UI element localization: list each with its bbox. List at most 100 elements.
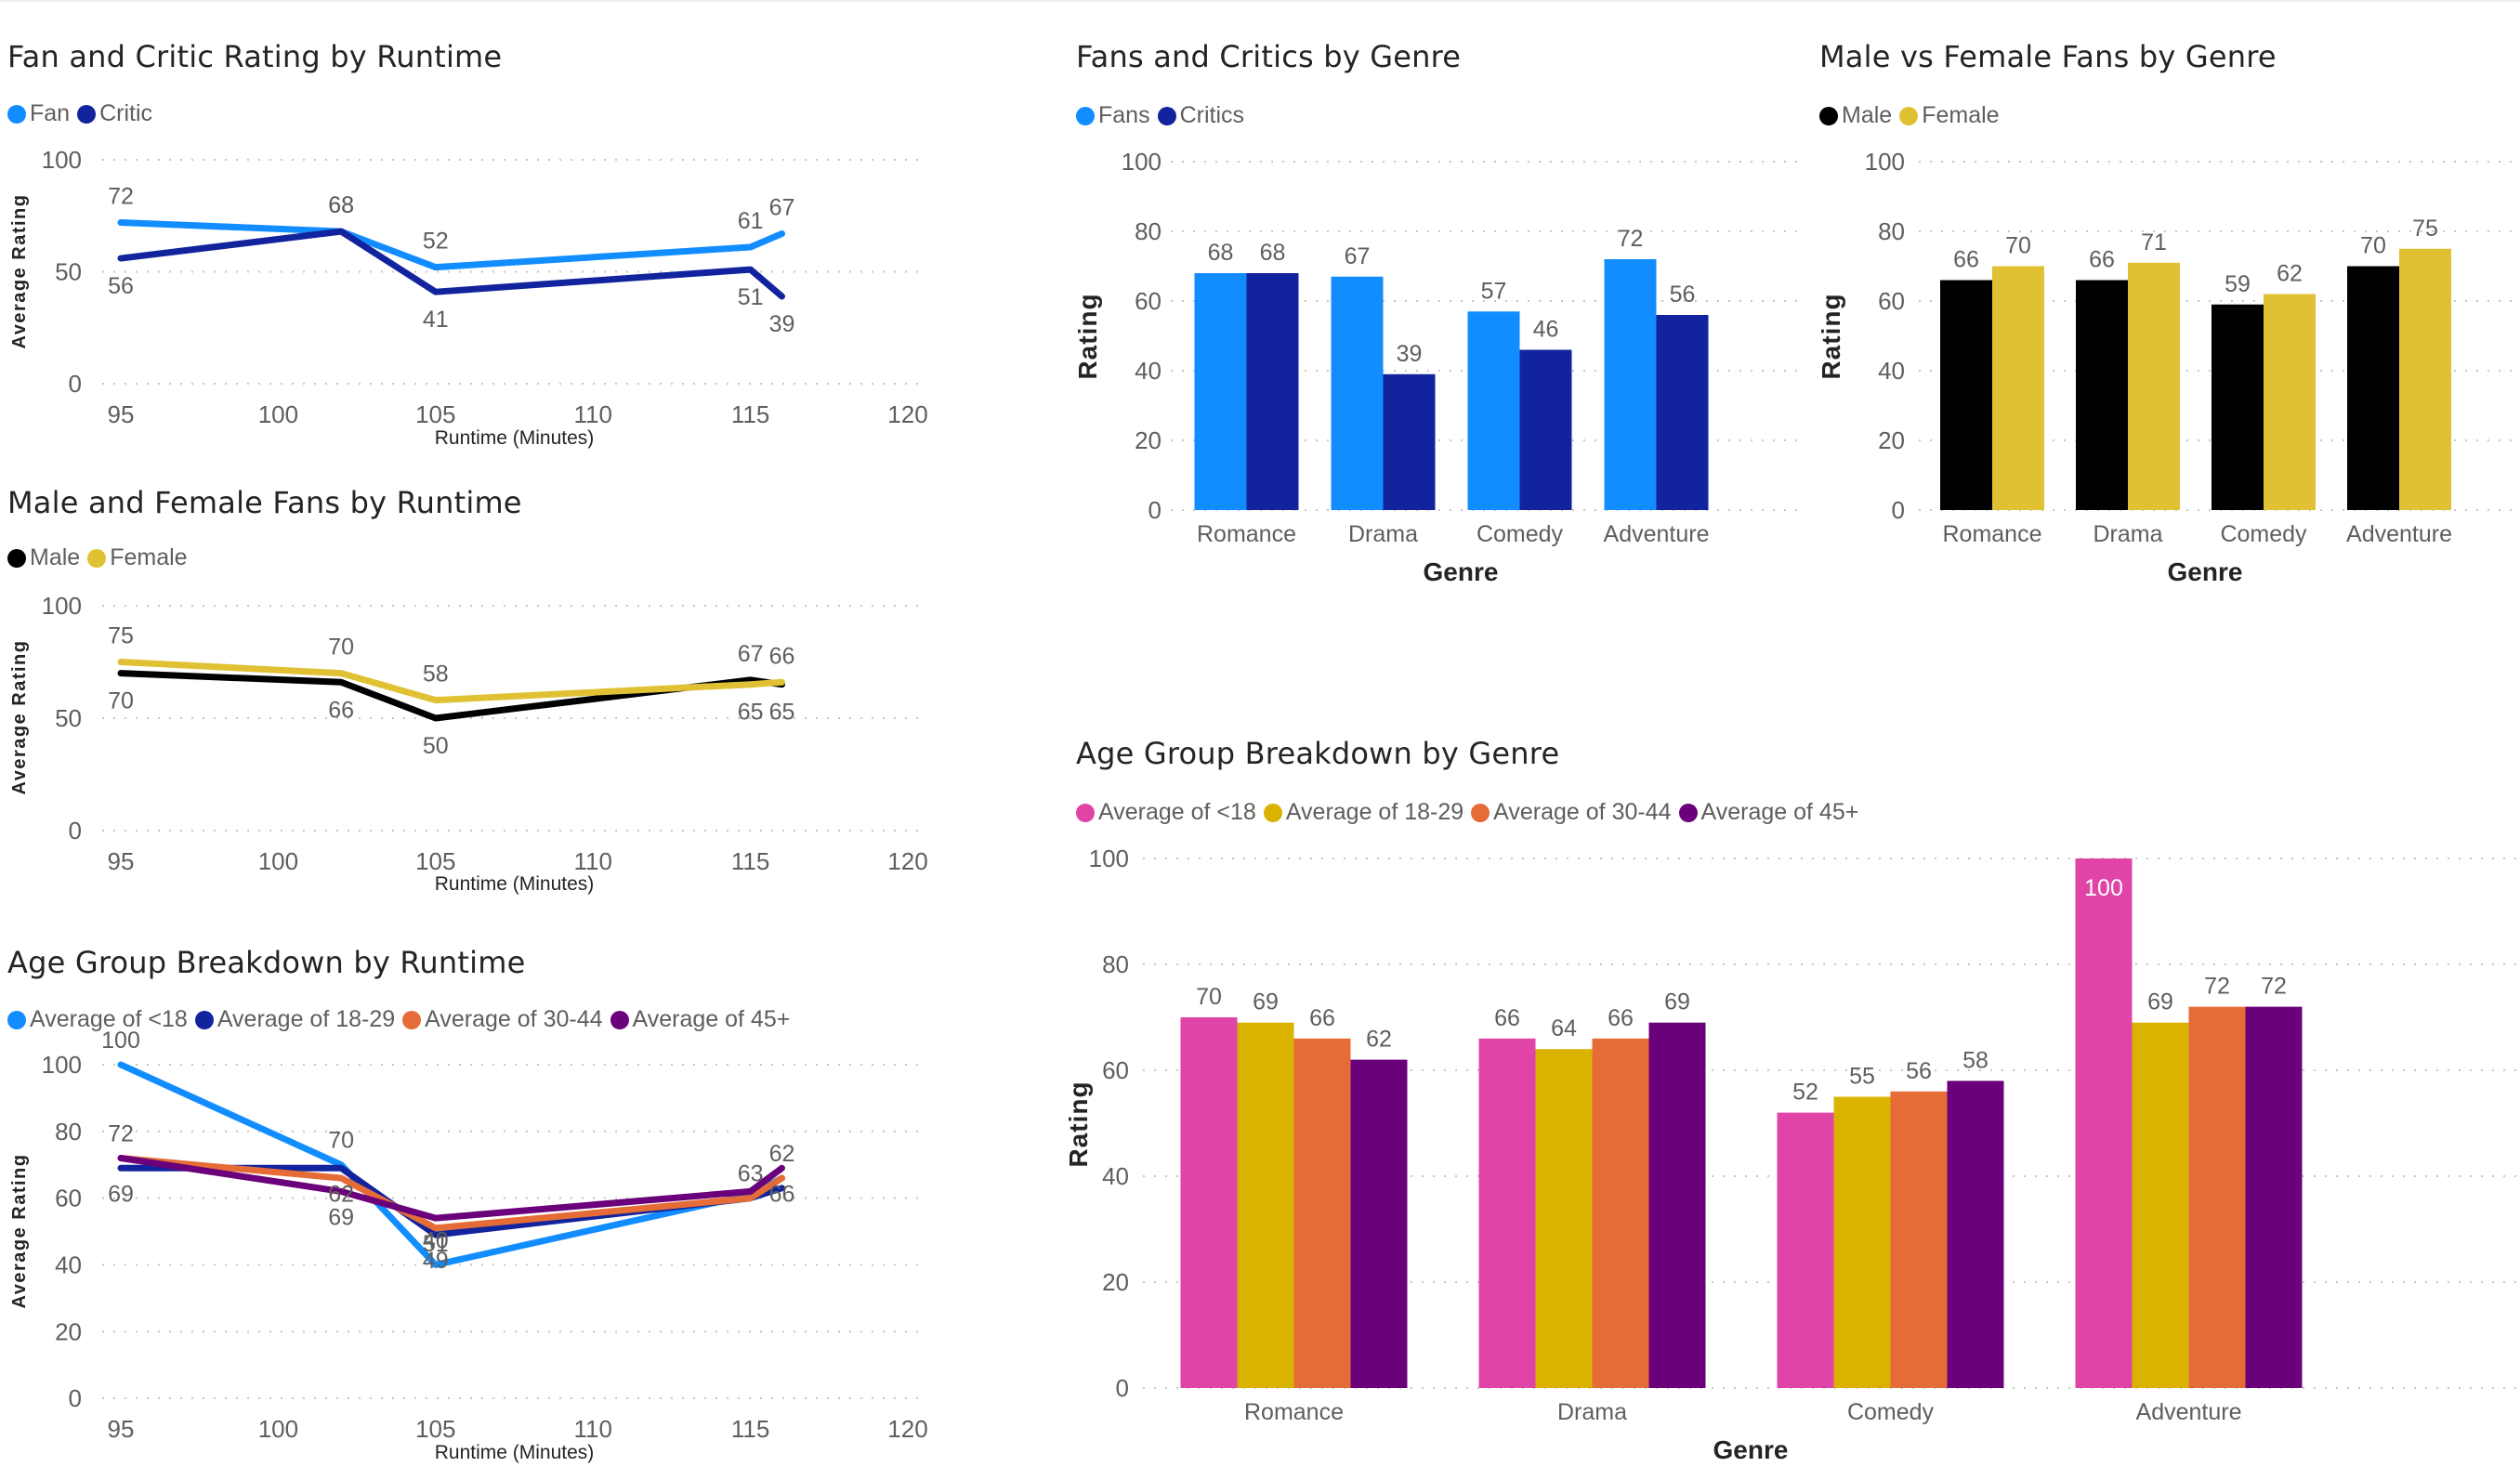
data-label: 68 [1260, 240, 1286, 266]
data-label: 51 [423, 1231, 449, 1257]
data-label: 69 [2147, 989, 2173, 1015]
legend-item-45plus[interactable]: Average of 45+ [1678, 799, 1858, 826]
data-label: 62 [2277, 261, 2303, 287]
x-tick-label: 115 [731, 847, 769, 875]
bar-adventure-0 [2075, 858, 2133, 1388]
x-category-label: Drama [1557, 1399, 1627, 1425]
data-label: 100 [101, 1028, 140, 1054]
data-label: 56 [1906, 1058, 1932, 1084]
chart-title: Male and Female Fans by Runtime [7, 485, 522, 520]
legend-item-under18[interactable]: Average of <18 [1076, 799, 1256, 826]
data-label: 49 [423, 1248, 449, 1274]
visual-age-genre[interactable]: Age Group Breakdown by Genre Average of … [1069, 725, 2520, 1480]
legend-dot-icon [1076, 803, 1095, 822]
x-category-label: Comedy [1847, 1399, 1935, 1425]
data-label: 70 [2360, 233, 2386, 259]
legend-item-male[interactable]: Male [1819, 102, 1892, 129]
series-line-fan [117, 218, 785, 271]
chart-legend: Fans Critics [1076, 102, 1252, 129]
y-tick-label: 50 [55, 704, 82, 732]
chart-title: Fan and Critic Rating by Runtime [7, 39, 503, 74]
legend-item-30-44[interactable]: Average of 30-44 [1471, 799, 1672, 826]
legend-label: Female [1922, 102, 2000, 128]
visual-age-runtime[interactable]: Age Group Breakdown by Runtime Average o… [0, 906, 929, 1480]
legend-dot-icon [1076, 106, 1095, 125]
legend-dot-icon [1471, 803, 1490, 822]
legend-label: Male [1842, 102, 1893, 128]
bar-romance-0 [1180, 1017, 1238, 1388]
data-label: 62 [328, 1181, 354, 1207]
data-label: 69 [1664, 989, 1690, 1015]
y-tick-label: 100 [1089, 845, 1129, 872]
legend-item-fans[interactable]: Fans [1076, 102, 1150, 129]
legend-item-45plus[interactable]: Average of 45+ [610, 1006, 791, 1033]
data-label: 62 [769, 1141, 795, 1167]
y-tick-label: 0 [1892, 496, 1905, 524]
y-tick-label: 60 [1135, 287, 1162, 315]
data-label: 39 [769, 311, 795, 337]
legend-label: Average of 30-44 [425, 1006, 603, 1032]
x-axis-title: Genre [1424, 557, 1499, 586]
bar-adventure-3 [2245, 1006, 2303, 1388]
x-axis-title: Runtime (Minutes) [435, 427, 595, 449]
legend-item-critic[interactable]: Critic [77, 100, 152, 127]
visual-male-female-genre[interactable]: Male vs Female Fans by Genre Male Female [1812, 0, 2520, 613]
data-label: 66 [1494, 1005, 1520, 1031]
x-tick-label: 95 [108, 1415, 135, 1443]
legend-dot-icon [1157, 106, 1176, 125]
legend-item-fan[interactable]: Fan [7, 100, 70, 127]
bar-adventure-1 [2132, 1022, 2189, 1388]
legend-item-under18[interactable]: Average of <18 [7, 1006, 188, 1033]
visual-fans-critics-genre[interactable]: Fans and Critics by Genre Fans Critics [1069, 0, 1803, 613]
legend-dot-icon [194, 1010, 214, 1029]
x-tick-label: 115 [731, 400, 769, 428]
legend-item-18-29[interactable]: Average of 18-29 [1263, 799, 1463, 826]
y-tick-label: 40 [1102, 1162, 1129, 1190]
visual-fan-critic-runtime[interactable]: Fan and Critic Rating by Runtime Fan Cri… [0, 0, 929, 465]
x-tick-label: 110 [573, 1415, 611, 1443]
data-label: 41 [423, 307, 449, 333]
x-category-label: Drama [2093, 521, 2162, 547]
data-label: 46 [1533, 317, 1559, 343]
legend-item-critics[interactable]: Critics [1157, 102, 1244, 129]
legend-item-female[interactable]: Female [1899, 102, 2000, 129]
data-label: 67 [1345, 243, 1371, 269]
x-tick-label: 120 [887, 400, 927, 428]
x-tick-label: 100 [258, 1415, 298, 1443]
data-label: 62 [1366, 1027, 1392, 1053]
bar-romance-0 [1940, 280, 1992, 510]
visual-male-female-runtime[interactable]: Male and Female Fans by Runtime Male Fem… [0, 446, 929, 910]
x-tick-label: 95 [108, 847, 135, 875]
data-label: 52 [423, 229, 449, 255]
bar-drama-0 [1331, 276, 1384, 510]
legend-dot-icon [1819, 106, 1838, 125]
x-category-label: Adventure [1604, 521, 1710, 547]
legend-dot-icon [7, 104, 26, 124]
data-label: 55 [1849, 1064, 1875, 1090]
chart-legend: Fan Critic [7, 100, 160, 127]
legend-item-30-44[interactable]: Average of 30-44 [402, 1006, 603, 1033]
x-category-label: Drama [1348, 521, 1418, 547]
series-line-male [117, 670, 785, 722]
legend-item-female[interactable]: Female [87, 544, 188, 571]
x-tick-label: 95 [108, 400, 135, 428]
data-label: 57 [1481, 278, 1507, 304]
legend-item-18-29[interactable]: Average of 18-29 [194, 1006, 395, 1033]
legend-item-male[interactable]: Male [7, 544, 80, 571]
data-label: 66 [1608, 1005, 1634, 1031]
legend-label: Average of 45+ [632, 1006, 791, 1032]
y-axis-title: Rating [1073, 293, 1102, 379]
y-axis-title: Average Rating [9, 640, 30, 795]
y-tick-label: 100 [1122, 148, 1162, 176]
data-label: 66 [1309, 1005, 1335, 1031]
y-tick-label: 50 [55, 258, 82, 286]
bar-chart-male-female: 0 20 40 60 80 100 Romance 66 70 Drama 66 71 Comedy 59… [1817, 148, 2520, 586]
x-tick-label: 100 [258, 847, 298, 875]
data-label: 65 [738, 700, 764, 726]
data-label: 68 [328, 192, 354, 218]
bar-romance-1 [1992, 266, 2044, 510]
bar-comedy-0 [2212, 304, 2264, 510]
y-tick-label: 20 [1102, 1268, 1129, 1296]
data-label: 71 [2141, 229, 2167, 255]
bar-adventure-1 [1656, 315, 1709, 510]
